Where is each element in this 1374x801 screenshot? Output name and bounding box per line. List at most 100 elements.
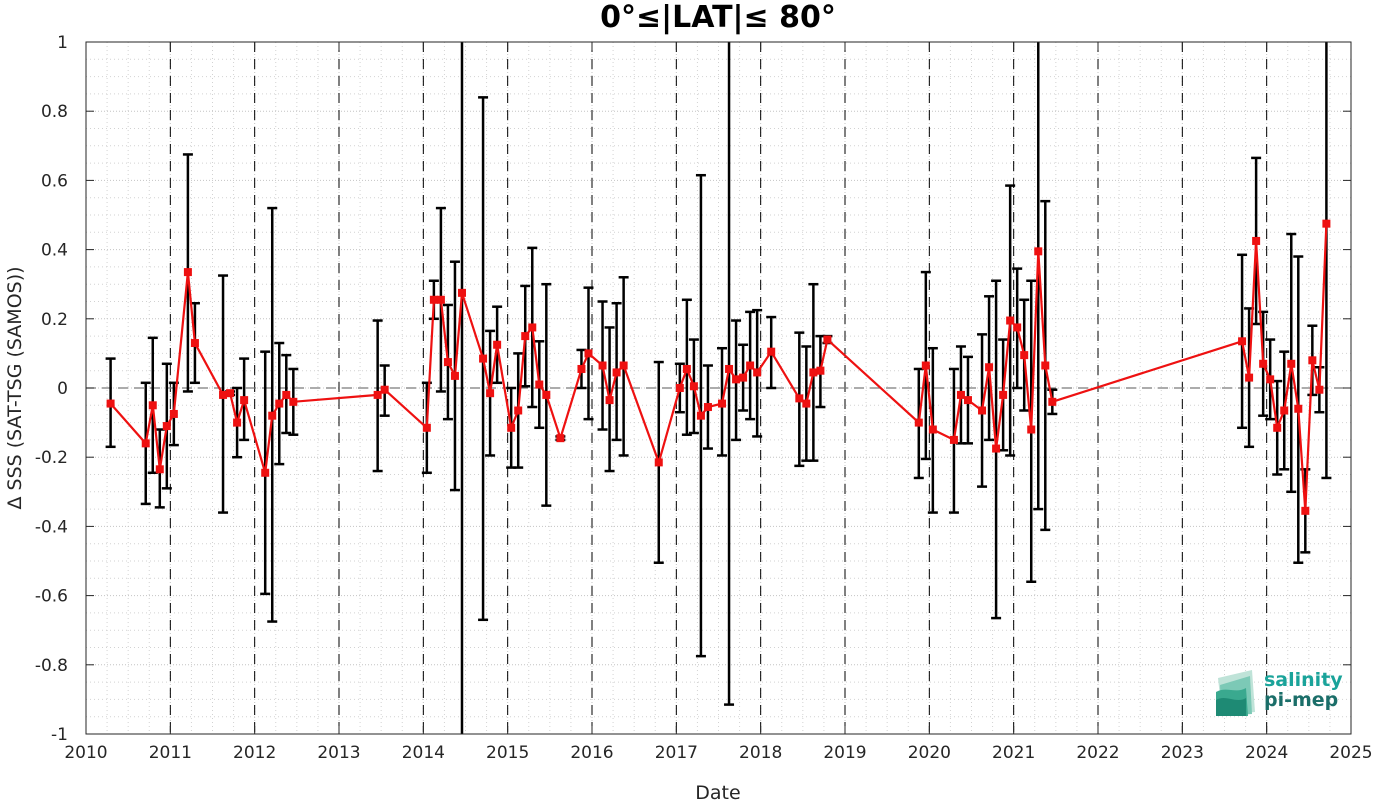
data-point bbox=[795, 394, 804, 403]
y-tick-label: 0.8 bbox=[41, 102, 68, 122]
data-point bbox=[183, 268, 192, 277]
data-point bbox=[450, 371, 459, 380]
data-series bbox=[106, 219, 1331, 515]
data-point bbox=[992, 444, 1001, 453]
x-tick-labels: 2010 2011 2012 2013 2014 2015 2016 2017 2018 2019… bbox=[64, 743, 1372, 763]
data-point bbox=[1280, 406, 1289, 415]
data-point bbox=[1006, 316, 1015, 325]
data-point bbox=[542, 390, 551, 399]
data-point bbox=[696, 411, 705, 420]
data-point bbox=[999, 390, 1008, 399]
data-point bbox=[486, 389, 495, 398]
data-point bbox=[689, 382, 698, 391]
y-tick-label: 1 bbox=[57, 33, 68, 53]
salinity-pi-mep-logo: salinity pi-mep bbox=[1216, 669, 1343, 716]
data-point bbox=[767, 347, 776, 356]
data-point bbox=[612, 368, 621, 377]
data-point bbox=[141, 439, 150, 448]
data-point bbox=[963, 396, 972, 405]
data-point bbox=[373, 390, 382, 399]
x-tick-label: 2018 bbox=[739, 743, 782, 763]
data-point bbox=[507, 423, 516, 432]
data-point bbox=[457, 288, 466, 297]
data-point bbox=[921, 361, 930, 370]
data-point bbox=[219, 390, 228, 399]
y-tick-label: -0.4 bbox=[35, 517, 68, 537]
data-point bbox=[1301, 506, 1310, 515]
data-point bbox=[928, 425, 937, 434]
data-point bbox=[1013, 323, 1022, 332]
data-point bbox=[739, 373, 748, 382]
x-tick-label: 2023 bbox=[1161, 743, 1204, 763]
x-tick-label: 2021 bbox=[992, 743, 1035, 763]
data-point bbox=[675, 384, 684, 392]
data-point bbox=[1322, 219, 1331, 228]
y-axis-label: Δ SSS (SAT-TSG (SAMOS)) bbox=[4, 266, 26, 509]
data-point bbox=[746, 361, 755, 370]
x-tick-label: 2015 bbox=[486, 743, 529, 763]
data-point bbox=[1315, 385, 1324, 394]
x-tick-label: 2010 bbox=[64, 743, 107, 763]
chart-title: 0°≤|LAT|≤ 80° bbox=[600, 0, 836, 35]
data-point bbox=[1287, 359, 1296, 368]
y-tick-label: 0 bbox=[57, 379, 68, 399]
x-tick-label: 2017 bbox=[655, 743, 698, 763]
data-point bbox=[802, 399, 811, 408]
data-point bbox=[1294, 404, 1303, 413]
x-tick-label: 2016 bbox=[570, 743, 613, 763]
data-point bbox=[1048, 397, 1057, 406]
data-point bbox=[493, 340, 502, 349]
data-point bbox=[282, 390, 291, 399]
y-tick-label: 0.2 bbox=[41, 310, 68, 330]
data-point bbox=[1041, 361, 1050, 370]
y-tick-label: -0.6 bbox=[35, 587, 68, 607]
data-point bbox=[1273, 423, 1282, 432]
data-point bbox=[479, 354, 488, 363]
y-tick-label: -0.2 bbox=[35, 448, 68, 468]
data-point bbox=[753, 368, 762, 377]
x-axis-label: Date bbox=[695, 782, 740, 801]
data-point bbox=[823, 335, 832, 344]
data-point bbox=[598, 361, 607, 370]
data-point bbox=[436, 295, 445, 304]
x-tick-label: 2020 bbox=[908, 743, 951, 763]
x-tick-label: 2011 bbox=[149, 743, 192, 763]
y-tick-label: -1 bbox=[51, 725, 68, 745]
data-point bbox=[1034, 247, 1043, 256]
data-point bbox=[1245, 373, 1254, 382]
data-point bbox=[1259, 359, 1268, 368]
data-point bbox=[718, 399, 727, 408]
data-point bbox=[521, 332, 530, 341]
data-point bbox=[1266, 375, 1275, 384]
x-tick-label: 2025 bbox=[1329, 743, 1372, 763]
y-tick-label: 0.6 bbox=[41, 171, 68, 191]
data-point bbox=[949, 435, 958, 444]
logo-wave-icon bbox=[1216, 670, 1255, 716]
data-point bbox=[162, 422, 171, 431]
data-point bbox=[1308, 356, 1317, 365]
x-tick-label: 2019 bbox=[823, 743, 866, 763]
data-point bbox=[226, 389, 235, 398]
data-point bbox=[169, 409, 178, 418]
data-point bbox=[190, 339, 199, 348]
data-point bbox=[233, 418, 242, 427]
data-point bbox=[443, 358, 452, 367]
data-point bbox=[155, 465, 164, 474]
data-point bbox=[914, 418, 923, 427]
data-point bbox=[240, 396, 249, 405]
data-point bbox=[1252, 236, 1261, 245]
x-tick-label: 2012 bbox=[233, 743, 276, 763]
data-point bbox=[619, 361, 628, 370]
axis-ticks bbox=[85, 41, 1352, 735]
x-tick-label: 2013 bbox=[317, 743, 360, 763]
data-point bbox=[514, 406, 523, 415]
data-point bbox=[429, 295, 438, 304]
data-point bbox=[1027, 425, 1036, 434]
data-point bbox=[956, 390, 965, 399]
data-point bbox=[106, 399, 115, 408]
data-point bbox=[703, 403, 712, 412]
data-point bbox=[1238, 337, 1247, 346]
data-point bbox=[605, 396, 614, 405]
x-tick-label: 2024 bbox=[1245, 743, 1288, 763]
